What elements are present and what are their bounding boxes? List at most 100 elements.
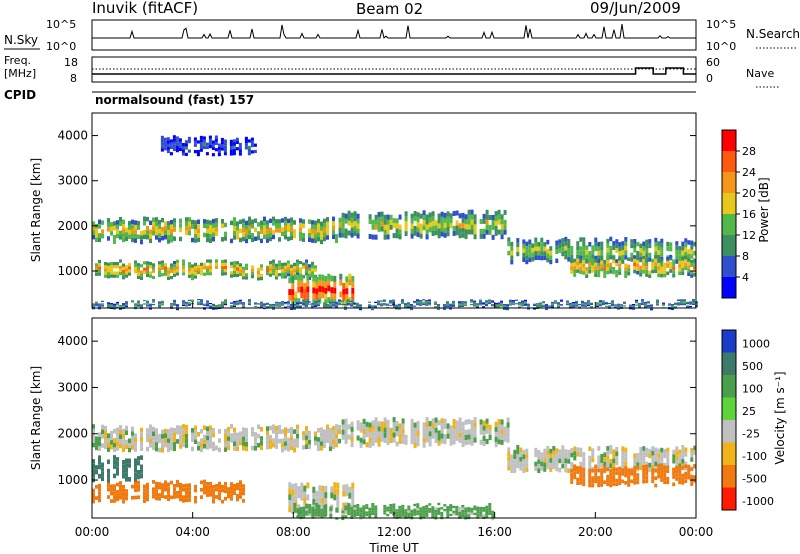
heatmap-cell (299, 514, 303, 517)
heatmap-cell (687, 472, 691, 476)
heatmap-cell (434, 507, 438, 510)
heatmap-cell (455, 420, 459, 426)
heatmap-cell (251, 275, 254, 279)
heatmap-cell (236, 302, 239, 304)
heatmap-cell (660, 256, 664, 262)
heatmap-cell (194, 488, 197, 493)
heatmap-cell (678, 250, 682, 256)
heatmap-cell (146, 486, 149, 491)
heatmap-cell (452, 300, 455, 302)
heatmap-cell (446, 506, 450, 509)
heatmap-cell (341, 303, 344, 305)
heatmap-cell (324, 276, 328, 282)
heatmap-cell (621, 468, 625, 472)
heatmap-cell (356, 504, 360, 507)
velocity-colorbar-segment (722, 330, 736, 353)
heatmap-cell (176, 272, 179, 276)
heatmap-cell (311, 304, 314, 306)
heatmap-cell (516, 238, 520, 243)
heatmap-cell (197, 237, 200, 243)
heatmap-cell (179, 425, 182, 431)
heatmap-cell (681, 246, 685, 251)
heatmap-cell (386, 435, 390, 441)
heatmap-cell (482, 435, 486, 441)
heatmap-cell (170, 263, 173, 267)
heatmap-cell (146, 216, 149, 222)
heatmap-cell (125, 302, 128, 304)
heatmap-cell (561, 251, 565, 257)
heatmap-cell (609, 479, 613, 484)
heatmap-cell (244, 143, 248, 147)
heatmap-cell (552, 459, 556, 465)
heatmap-cell (329, 437, 332, 442)
heatmap-cell (666, 264, 670, 268)
heatmap-cell (449, 306, 452, 308)
heatmap-cell (287, 446, 290, 452)
heatmap-cell (639, 258, 643, 263)
heatmap-cell (200, 300, 203, 302)
heatmap-cell (645, 472, 649, 476)
heatmap-cell (617, 308, 620, 310)
heatmap-cell (633, 462, 637, 468)
heatmap-cell (134, 233, 137, 239)
heatmap-cell (651, 258, 655, 263)
heatmap-cell (302, 223, 305, 229)
heatmap-cell (194, 265, 197, 270)
heatmap-cell (179, 486, 182, 491)
heatmap-cell (317, 507, 321, 510)
heatmap-cell (494, 426, 498, 432)
heatmap-cell (152, 275, 155, 280)
heatmap-cell (260, 436, 263, 441)
heatmap-cell (416, 420, 420, 426)
heatmap-cell (194, 496, 197, 500)
heatmap-cell (185, 429, 188, 434)
heatmap-cell (470, 214, 474, 220)
heatmap-cell (458, 511, 462, 515)
heatmap-cell (524, 302, 527, 304)
heatmap-cell (570, 254, 574, 260)
heatmap-cell (422, 422, 426, 428)
heatmap-cell (618, 246, 622, 252)
heatmap-cell (185, 487, 188, 491)
heatmap-cell (669, 265, 673, 270)
heatmap-cell (290, 270, 293, 275)
heatmap-cell (302, 304, 305, 306)
velocity-colorbar-tick-label: -25 (742, 428, 760, 441)
heatmap-cell (245, 266, 248, 271)
heatmap-cell (693, 250, 697, 256)
heatmap-cell (422, 508, 426, 511)
heatmap-cell (681, 271, 685, 275)
heatmap-cell (152, 300, 155, 302)
heatmap-cell (431, 428, 435, 434)
heatmap-cell (179, 223, 182, 228)
heatmap-cell (122, 266, 125, 270)
heatmap-cell (302, 435, 305, 441)
heatmap-cell (175, 139, 179, 143)
heatmap-cell (503, 436, 507, 442)
heatmap-cell (639, 273, 643, 277)
heatmap-cell (482, 213, 486, 219)
heatmap-cell (371, 505, 375, 508)
heatmap-cell (287, 223, 290, 228)
heatmap-cell (200, 447, 203, 453)
velocity-colorbar-segment (722, 375, 736, 398)
heatmap-cell (119, 492, 122, 496)
heatmap-cell (624, 267, 628, 271)
heatmap-cell (254, 302, 257, 304)
heatmap-cell (500, 219, 504, 225)
heatmap-cell (101, 305, 104, 307)
heatmap-cell (545, 308, 548, 311)
heatmap-cell (686, 301, 689, 303)
heatmap-cell (680, 301, 683, 303)
heatmap-cell (341, 517, 345, 521)
heatmap-cell (525, 255, 529, 260)
heatmap-cell (621, 460, 625, 465)
heatmap-cell (302, 265, 305, 269)
heatmap-cell (167, 433, 170, 439)
heatmap-cell (600, 241, 604, 247)
heatmap-cell (260, 225, 263, 230)
heatmap-cell (167, 239, 170, 244)
heatmap-cell (650, 304, 653, 306)
heatmap-cell (326, 226, 329, 231)
heatmap-cell (110, 271, 113, 275)
